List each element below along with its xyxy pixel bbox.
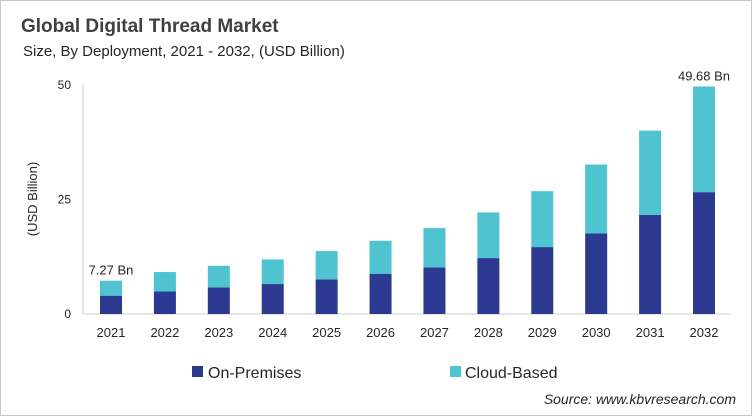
bar-cloud-based-2029 xyxy=(531,191,554,248)
legend-swatch-cloud-based xyxy=(450,366,461,377)
x-tick-label: 2023 xyxy=(204,325,233,340)
legend-label-on-premises: On-Premises xyxy=(208,365,301,382)
chart-title: Global Digital Thread Market xyxy=(21,16,279,37)
bar-cloud-based-2024 xyxy=(261,259,284,285)
y-axis-label: (USD Billion) xyxy=(25,162,40,236)
x-tick-label: 2029 xyxy=(528,325,557,340)
bar-cloud-based-2025 xyxy=(315,251,338,280)
data-label-2021: 7.27 Bn xyxy=(89,263,134,278)
bar-on-premises-2028 xyxy=(477,258,500,314)
bar-cloud-based-2021 xyxy=(100,280,122,296)
x-tick-label: 2027 xyxy=(420,325,449,340)
bar-cloud-based-2030 xyxy=(585,164,608,234)
chart-subtitle: Size, By Deployment, 2021 - 2032, (USD B… xyxy=(23,43,345,60)
data-label-2032: 49.68 Bn xyxy=(678,68,730,83)
bar-on-premises-2023 xyxy=(207,287,230,314)
x-tick-label: 2032 xyxy=(690,325,719,340)
bar-on-premises-2026 xyxy=(369,273,392,314)
x-tick-label: 2024 xyxy=(258,325,287,340)
y-tick-label: 50 xyxy=(58,78,72,92)
bar-on-premises-2030 xyxy=(585,233,608,314)
bar-on-premises-2025 xyxy=(315,279,338,314)
x-tick-label: 2021 xyxy=(97,325,126,340)
legend-swatch-on-premises xyxy=(192,366,203,377)
x-tick-label: 2026 xyxy=(366,325,395,340)
source-note: Source: www.kbvresearch.com xyxy=(544,391,737,407)
bar-cloud-based-2027 xyxy=(423,228,446,268)
legend-label-cloud-based: Cloud-Based xyxy=(465,365,558,382)
bar-on-premises-2027 xyxy=(423,267,446,314)
bar-on-premises-2024 xyxy=(261,284,284,314)
x-tick-label: 2028 xyxy=(474,325,503,340)
bar-on-premises-2031 xyxy=(639,214,662,314)
bar-on-premises-2032 xyxy=(693,192,715,314)
bar-on-premises-2022 xyxy=(153,291,176,314)
x-tick-label: 2025 xyxy=(312,325,341,340)
bar-cloud-based-2023 xyxy=(207,265,230,288)
bar-cloud-based-2031 xyxy=(639,130,662,215)
y-tick-label: 25 xyxy=(58,193,72,207)
x-tick-label: 2030 xyxy=(582,325,611,340)
x-tick-label: 2022 xyxy=(150,325,179,340)
bar-cloud-based-2022 xyxy=(153,272,176,292)
bar-on-premises-2029 xyxy=(531,247,554,314)
bar-cloud-based-2032 xyxy=(693,86,715,193)
bar-cloud-based-2026 xyxy=(369,240,392,274)
y-tick-label: 0 xyxy=(64,307,71,321)
x-tick-label: 2031 xyxy=(636,325,665,340)
bar-cloud-based-2028 xyxy=(477,212,500,259)
bar-on-premises-2021 xyxy=(100,295,122,314)
